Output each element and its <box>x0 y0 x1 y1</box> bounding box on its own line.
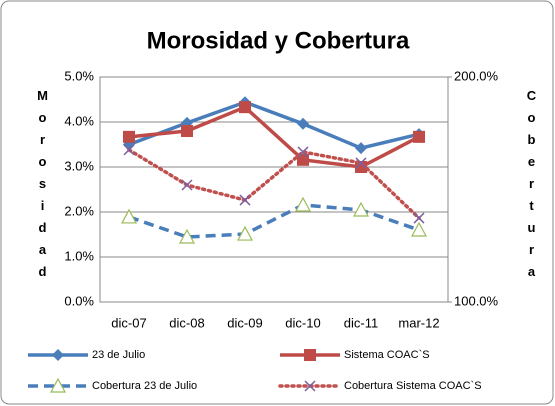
x-tick-label: dic-10 <box>285 315 320 330</box>
legend-label: Sistema COAC`S <box>344 349 430 361</box>
legend-marker <box>49 377 67 393</box>
data-point <box>297 153 309 166</box>
data-point <box>297 146 309 158</box>
data-point <box>120 208 138 224</box>
data-point <box>123 130 135 143</box>
data-point <box>236 225 254 241</box>
x-tick-label: mar-12 <box>398 315 439 330</box>
y-tick-label: 4.0% <box>64 113 94 128</box>
series-line <box>127 148 421 220</box>
x-tick-label: dic-11 <box>344 315 378 330</box>
x-tick-label: dic-09 <box>227 315 262 330</box>
legend-label: Cobertura 23 de Julio <box>92 380 197 392</box>
legend-marker <box>304 349 316 361</box>
y-axis-label: Morosidad <box>35 88 50 286</box>
y-tick-label: 1.0% <box>64 248 94 263</box>
y-tick-label: 5.0% <box>64 68 94 83</box>
data-point <box>178 228 196 244</box>
data-point <box>413 212 425 224</box>
data-point <box>239 101 251 114</box>
data-point <box>294 196 312 212</box>
data-point <box>413 130 425 143</box>
chart-title: Morosidad y Cobertura <box>147 27 410 54</box>
x-tick-label: dic-07 <box>111 315 146 330</box>
y2-axis-label: Cobertura <box>524 88 539 286</box>
series-line <box>128 105 420 169</box>
legend-marker <box>52 349 64 361</box>
data-point <box>239 194 251 206</box>
y2-tick-label: 100.0% <box>454 293 499 308</box>
data-point <box>410 221 428 237</box>
data-point <box>123 144 135 156</box>
legend-marker <box>304 380 316 392</box>
y-tick-label: 0.0% <box>64 293 94 308</box>
legend-label: Cobertura Sistema COAC`S <box>344 380 482 392</box>
data-point <box>355 142 367 155</box>
series-line <box>128 203 420 239</box>
series-line <box>128 100 420 150</box>
y-tick-label: 2.0% <box>64 203 94 218</box>
data-point <box>352 201 370 217</box>
legend-label: 23 de Julio <box>92 349 145 361</box>
x-tick-label: dic-08 <box>169 315 204 330</box>
data-point <box>181 179 193 191</box>
y-tick-label: 3.0% <box>64 158 94 173</box>
data-point <box>355 157 367 169</box>
y2-tick-label: 200.0% <box>454 68 499 83</box>
data-point <box>181 125 193 137</box>
data-point <box>297 117 309 130</box>
